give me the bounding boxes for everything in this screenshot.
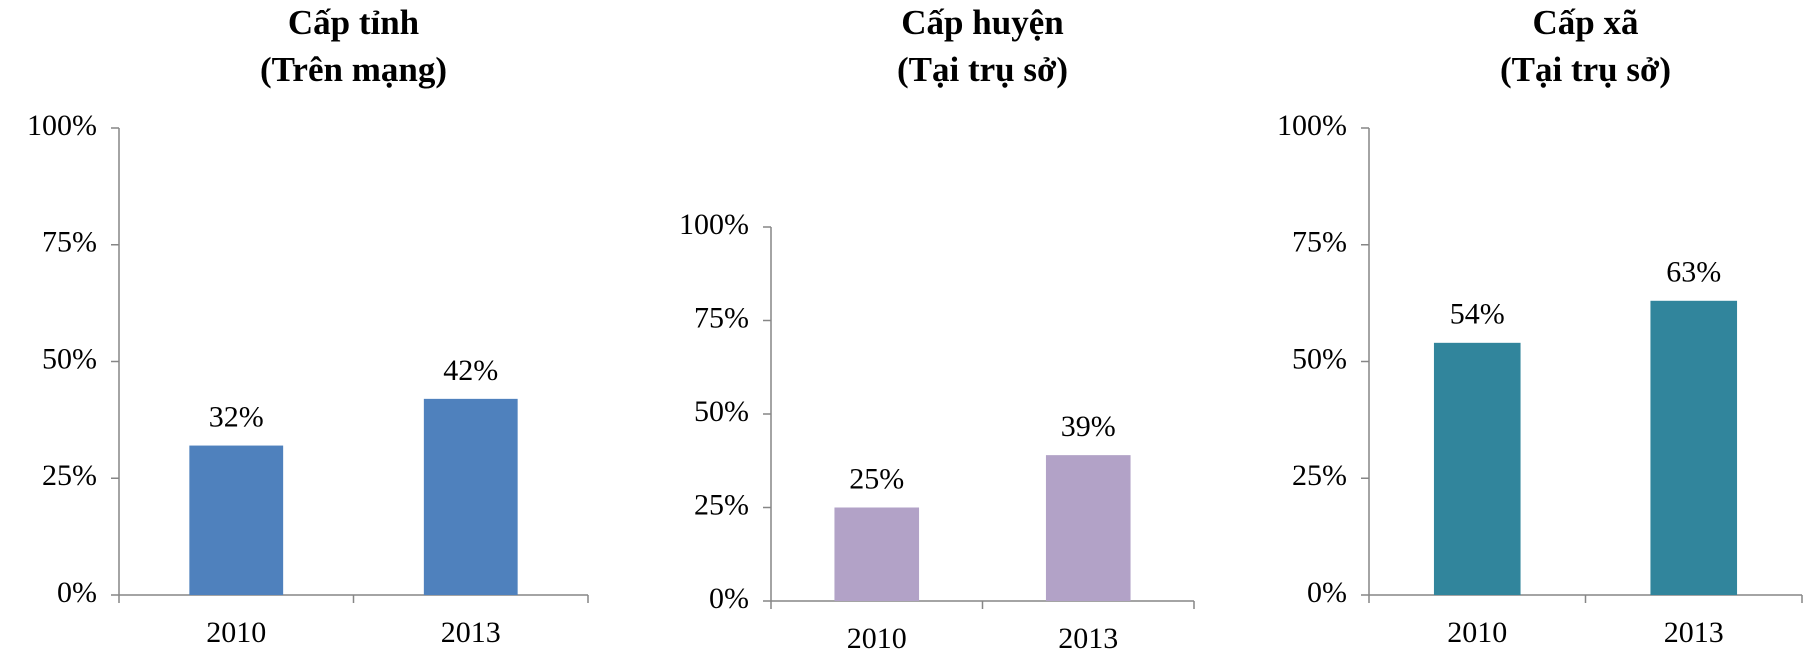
bar <box>189 445 284 595</box>
value-label: 32% <box>209 400 264 433</box>
chart-title: Cấp xã <box>1533 3 1639 42</box>
chart-subtitle: (Tại trụ sở) <box>1500 50 1671 89</box>
y-tick-label: 0% <box>709 582 749 615</box>
value-label: 54% <box>1450 298 1505 331</box>
x-tick-label: 2013 <box>1058 622 1118 655</box>
y-tick-label: 75% <box>42 226 97 259</box>
y-tick-label: 0% <box>57 576 97 609</box>
y-tick-label: 50% <box>1292 342 1347 375</box>
chart-subtitle: (Tại trụ sở) <box>897 50 1068 89</box>
y-tick-label: 75% <box>694 301 749 334</box>
x-tick-label: 2010 <box>1447 616 1507 649</box>
bar <box>834 507 920 601</box>
chart-subtitle: (Trên mạng) <box>260 50 447 89</box>
x-tick-label: 2010 <box>847 622 907 655</box>
y-tick-label: 100% <box>27 109 97 142</box>
value-label: 25% <box>849 462 904 495</box>
bar <box>1045 455 1131 601</box>
y-tick-label: 0% <box>1307 576 1347 609</box>
value-label: 63% <box>1666 256 1721 289</box>
x-tick-label: 2013 <box>441 616 501 649</box>
x-tick-label: 2010 <box>206 616 266 649</box>
y-tick-label: 100% <box>1277 109 1347 142</box>
chart-title: Cấp huyện <box>901 3 1063 42</box>
y-tick-label: 25% <box>694 488 749 521</box>
bar <box>1650 300 1738 595</box>
y-tick-label: 25% <box>42 459 97 492</box>
y-tick-label: 100% <box>679 208 749 241</box>
y-tick-label: 50% <box>42 342 97 375</box>
bar <box>1433 342 1521 595</box>
bar <box>423 398 518 595</box>
y-tick-label: 75% <box>1292 226 1347 259</box>
y-tick-label: 25% <box>1292 459 1347 492</box>
value-label: 39% <box>1061 410 1116 443</box>
chart-title: Cấp tỉnh <box>288 3 419 42</box>
x-tick-label: 2013 <box>1664 616 1724 649</box>
value-label: 42% <box>443 354 498 387</box>
y-tick-label: 50% <box>694 395 749 428</box>
